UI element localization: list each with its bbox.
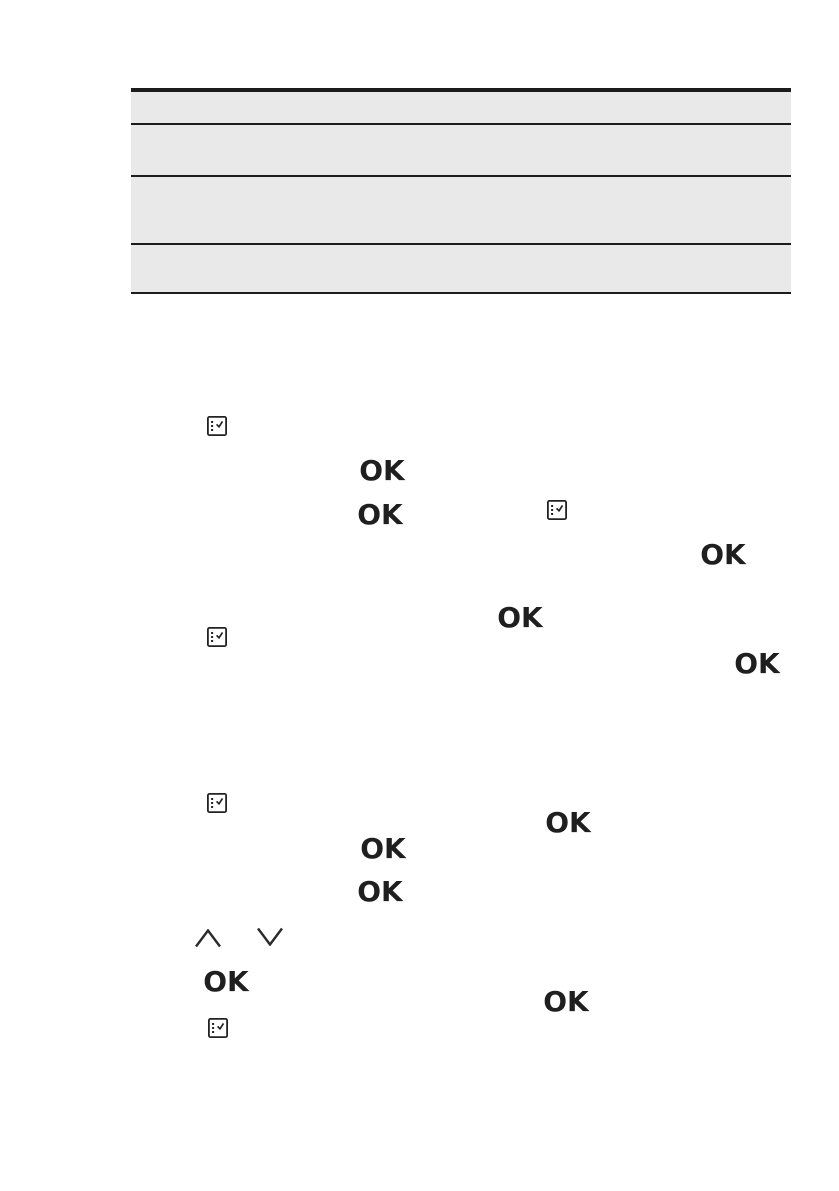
ok-button-label: OK — [359, 454, 405, 487]
table-row — [131, 245, 791, 294]
menu-checklist-icon — [206, 626, 228, 648]
ok-button-label: OK — [734, 647, 780, 680]
ok-button-label: OK — [545, 806, 591, 839]
menu-checklist-icon — [206, 415, 228, 437]
chevron-down-icon — [256, 927, 284, 947]
ok-button-label: OK — [357, 875, 403, 908]
ok-button-label: OK — [700, 538, 746, 571]
table-row — [131, 92, 791, 125]
table-row — [131, 177, 791, 245]
data-table — [131, 88, 791, 294]
table-row — [131, 125, 791, 177]
ok-button-label: OK — [360, 832, 406, 865]
chevron-up-icon — [194, 928, 222, 948]
ok-button-label: OK — [497, 601, 543, 634]
ok-button-label: OK — [203, 965, 249, 998]
menu-checklist-icon — [206, 792, 228, 814]
menu-checklist-icon — [207, 1017, 229, 1039]
menu-checklist-icon — [546, 499, 568, 521]
ok-button-label: OK — [543, 985, 589, 1018]
ok-button-label: OK — [357, 498, 403, 531]
